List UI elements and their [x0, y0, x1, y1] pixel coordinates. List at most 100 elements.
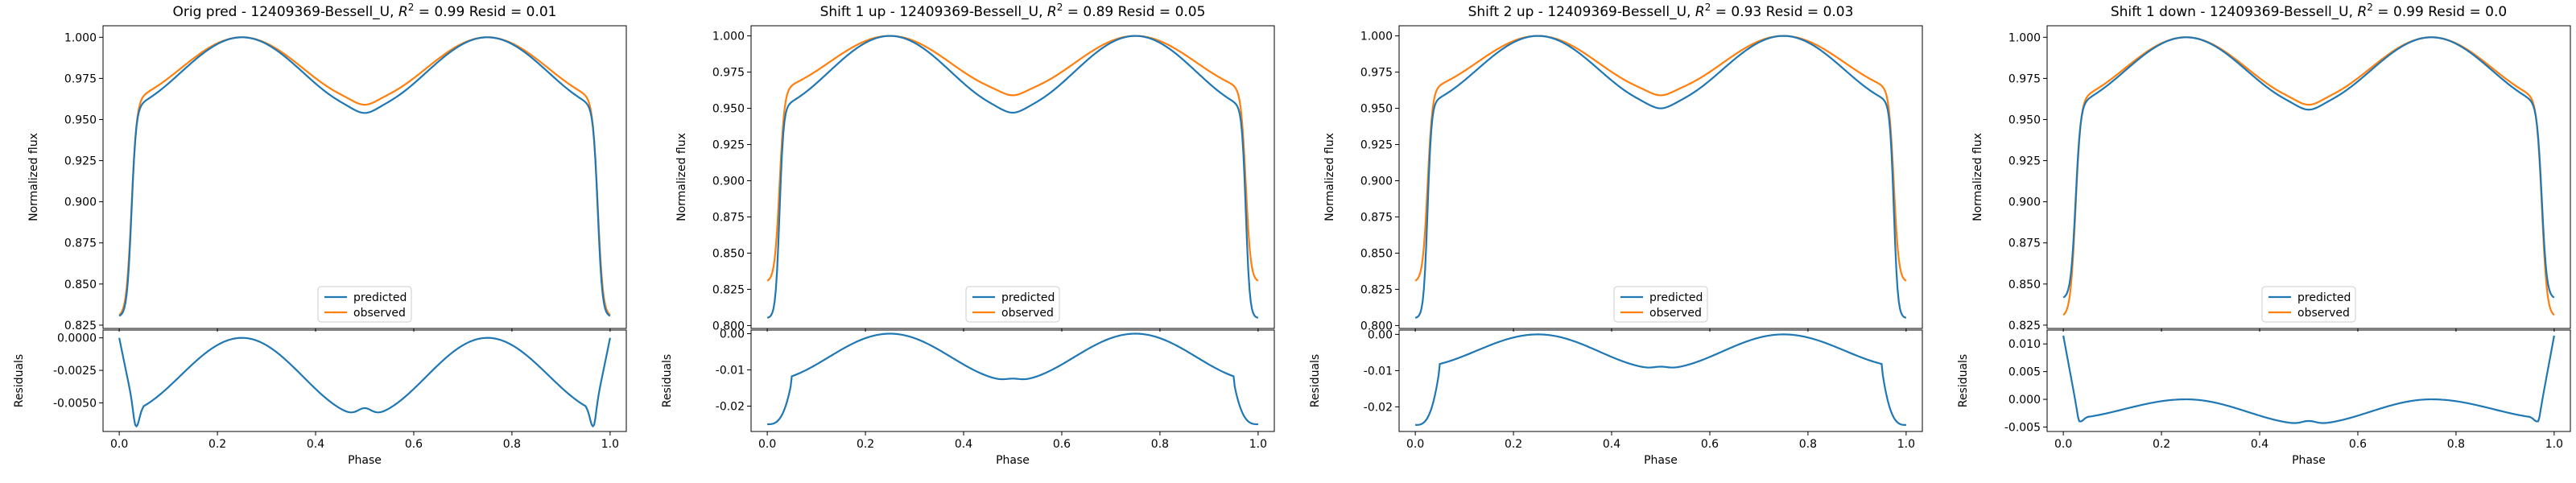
legend-label-predicted: predicted — [1001, 291, 1055, 304]
series-line-observed — [766, 35, 1259, 282]
flux-axes-frame — [1398, 25, 1923, 329]
flux-ytick-label: 0.825 — [2008, 320, 2041, 332]
residual-ytick-label: -0.01 — [716, 365, 745, 378]
flux-ytick-label: 0.800 — [1360, 320, 1393, 332]
x-axis-label: Phase — [348, 454, 382, 467]
residual-ytick-label: 0.00 — [1368, 328, 1393, 341]
flux-ytick-label: 0.975 — [712, 67, 745, 80]
flux-ytick-label: 0.875 — [712, 211, 745, 224]
flux-ytick-label: 0.875 — [1360, 211, 1393, 224]
residual-ytick-label: 0.005 — [2008, 366, 2041, 379]
flux-ytick-label: 0.975 — [2008, 72, 2041, 85]
flux-ytick-label: 0.900 — [64, 196, 97, 209]
residual-ytick-label: 0.0000 — [57, 332, 97, 345]
legend-label-observed: observed — [353, 307, 406, 320]
series-line-observed — [118, 36, 611, 316]
residual-line — [118, 336, 611, 428]
flux-ytick-label: 0.950 — [2008, 114, 2041, 126]
xtick-label: 0.2 — [857, 438, 874, 451]
residual-axes-frame — [750, 329, 1275, 432]
xtick-label: 0.0 — [2054, 438, 2072, 451]
xtick-label: 0.0 — [758, 438, 776, 451]
flux-axes-frame — [750, 25, 1275, 329]
legend-label-predicted: predicted — [2297, 291, 2351, 304]
flux-ytick-label: 0.925 — [712, 139, 745, 152]
flux-ytick-label: 0.900 — [1360, 175, 1393, 188]
residual-line — [2062, 335, 2555, 424]
xtick-label: 1.0 — [1897, 438, 1915, 451]
residual-line — [767, 332, 1258, 426]
series-line-predicted — [118, 36, 611, 317]
xtick-label: 0.0 — [110, 438, 128, 451]
legend-label-observed: observed — [1001, 307, 1054, 320]
residual-axes-frame — [1398, 329, 1923, 432]
chart-title: Orig pred - 12409369-Bessell_U, R2 = 0.9… — [173, 2, 557, 20]
flux-ytick-label: 0.950 — [712, 103, 745, 116]
flux-ytick-label: 0.950 — [64, 114, 97, 126]
flux-ytick-label: 0.975 — [1360, 67, 1393, 80]
residual-y-axis-label: Residuals — [13, 354, 26, 407]
xtick-label: 0.4 — [1603, 438, 1620, 451]
flux-ytick-label: 0.975 — [64, 72, 97, 85]
residual-y-axis-label: Residuals — [1309, 354, 1322, 407]
residual-line — [1415, 333, 1906, 426]
xtick-label: 0.8 — [503, 438, 521, 451]
residual-ytick-label: -0.02 — [716, 401, 745, 414]
residual-ytick-label: -0.0050 — [53, 397, 97, 410]
xtick-label: 0.6 — [405, 438, 423, 451]
chart-panel-3: Shift 2 up - 12409369-Bessell_U, R2 = 0.… — [1309, 2, 1923, 467]
xtick-label: 0.2 — [208, 438, 226, 451]
flux-y-axis-label: Normalized flux — [675, 133, 688, 221]
flux-ytick-label: 1.000 — [2008, 31, 2041, 44]
xtick-label: 0.6 — [1701, 438, 1719, 451]
flux-ytick-label: 0.825 — [1360, 283, 1393, 296]
flux-axes-frame — [2046, 25, 2571, 329]
chart-panel-1: Orig pred - 12409369-Bessell_U, R2 = 0.9… — [13, 2, 627, 467]
xtick-label: 0.6 — [1053, 438, 1071, 451]
legend-label-predicted: predicted — [1649, 291, 1703, 304]
xtick-label: 0.8 — [1151, 438, 1169, 451]
xtick-label: 0.2 — [2153, 438, 2170, 451]
residual-axes-frame — [2046, 329, 2571, 432]
flux-ytick-label: 0.900 — [2008, 196, 2041, 209]
flux-ytick-label: 0.850 — [712, 247, 745, 260]
residual-y-axis-label: Residuals — [661, 354, 674, 407]
series-line-predicted — [1414, 35, 1907, 319]
residual-ytick-label: -0.0025 — [53, 365, 97, 378]
flux-ytick-label: 0.850 — [2008, 279, 2041, 291]
x-axis-label: Phase — [1644, 454, 1678, 467]
flux-ytick-label: 0.825 — [712, 283, 745, 296]
flux-ytick-label: 0.925 — [1360, 139, 1393, 152]
xtick-label: 0.4 — [2251, 438, 2268, 451]
flux-ytick-label: 0.875 — [64, 237, 97, 250]
residual-ytick-label: -0.02 — [1364, 401, 1393, 414]
flux-ytick-label: 0.900 — [712, 175, 745, 188]
residual-y-axis-label: Residuals — [1957, 354, 1970, 407]
chart-panel-4: Shift 1 down - 12409369-Bessell_U, R2 = … — [1957, 2, 2571, 467]
xtick-label: 1.0 — [601, 438, 619, 451]
xtick-label: 1.0 — [1249, 438, 1267, 451]
flux-ytick-label: 1.000 — [64, 31, 97, 44]
flux-axes-frame — [102, 25, 627, 329]
series-line-predicted — [766, 35, 1259, 319]
residual-axes-frame — [102, 329, 627, 432]
xtick-label: 0.4 — [955, 438, 972, 451]
legend-label-predicted: predicted — [353, 291, 407, 304]
series-line-observed — [1414, 35, 1907, 282]
x-axis-label: Phase — [996, 454, 1030, 467]
series-line-observed — [2062, 36, 2555, 316]
flux-ytick-label: 0.875 — [2008, 237, 2041, 250]
flux-y-axis-label: Normalized flux — [1323, 133, 1336, 221]
residual-ytick-label: 0.000 — [2008, 394, 2041, 407]
chart-title: Shift 1 down - 12409369-Bessell_U, R2 = … — [2111, 2, 2507, 20]
xtick-label: 0.8 — [2447, 438, 2465, 451]
series-line-predicted — [2062, 36, 2555, 299]
flux-y-axis-label: Normalized flux — [1971, 133, 1984, 221]
legend-label-observed: observed — [2297, 307, 2350, 320]
xtick-label: 0.6 — [2349, 438, 2367, 451]
flux-ytick-label: 0.950 — [1360, 103, 1393, 116]
residual-ytick-label: -0.01 — [1364, 365, 1393, 378]
flux-ytick-label: 0.825 — [64, 320, 97, 332]
